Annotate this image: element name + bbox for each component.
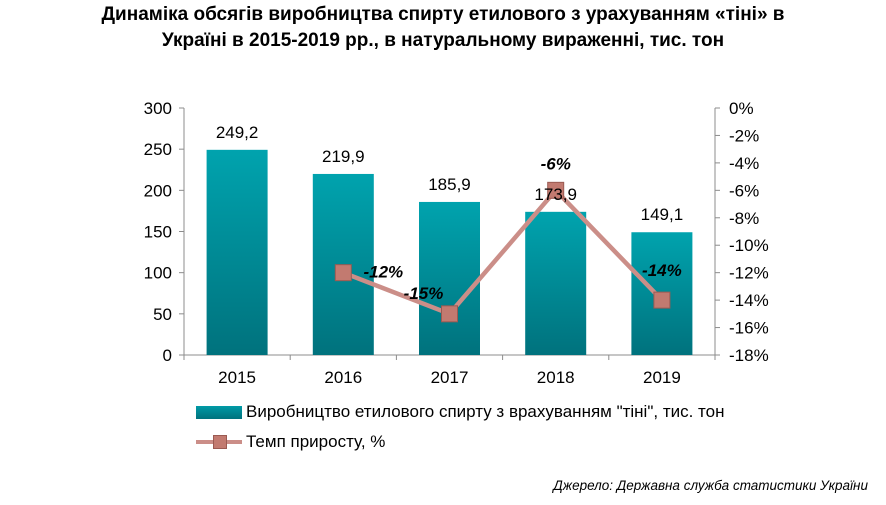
legend-item-bars: Виробництво етилового спирту з врахуванн… bbox=[196, 402, 724, 422]
legend-swatch-line bbox=[196, 435, 242, 449]
x-tick-label: 2017 bbox=[431, 368, 469, 387]
growth-rate-line bbox=[342, 188, 664, 317]
chart-title: Динаміка обсягів виробництва спирту етил… bbox=[101, 4, 785, 51]
bar-data-label: 185,9 bbox=[428, 175, 471, 194]
x-tick-label: 2018 bbox=[537, 368, 575, 387]
bar bbox=[525, 211, 587, 355]
bar-data-label: 249,2 bbox=[216, 123, 259, 142]
x-tick-label: 2016 bbox=[324, 368, 362, 387]
y-tick-label-right: -6% bbox=[729, 181, 759, 200]
chart: 300 250 200 150 100 50 0 0% -2% -4% -6% -8% -10% -12%… bbox=[144, 99, 769, 387]
y-tick-label-right: -10% bbox=[729, 236, 769, 255]
y-tick-label-left: 300 bbox=[144, 99, 172, 118]
y-tick-label-right: -8% bbox=[729, 209, 759, 228]
growth-rate-data-label: -15% bbox=[404, 284, 444, 303]
y-tick-label-left: 200 bbox=[144, 181, 172, 200]
x-tick-label: 2015 bbox=[218, 368, 256, 387]
bar bbox=[419, 201, 480, 355]
y-tick-label-right: -4% bbox=[729, 154, 759, 173]
source-note: Джерело: Державна служба статистики Укра… bbox=[553, 478, 868, 493]
y-tick-label-left: 100 bbox=[144, 264, 172, 283]
legend-item-line: Темп приросту, % bbox=[196, 432, 385, 452]
y-tick-label-left: 250 bbox=[144, 140, 172, 159]
y-tick-label-right: -12% bbox=[729, 264, 769, 283]
bar-data-label: 219,9 bbox=[322, 147, 365, 166]
y-tick-label-right: -18% bbox=[729, 346, 769, 365]
y-tick-label-right: 0% bbox=[729, 99, 754, 118]
bar-data-label: 173,9 bbox=[534, 185, 577, 204]
growth-rate-marker bbox=[441, 305, 458, 323]
y-tick-label-left: 150 bbox=[144, 223, 172, 242]
growth-rate-marker bbox=[334, 264, 352, 282]
y-tick-label-right: -16% bbox=[729, 319, 769, 338]
growth-rate-data-label: -6% bbox=[541, 154, 571, 173]
bar bbox=[206, 149, 268, 355]
bar-data-label: 149,1 bbox=[641, 205, 684, 224]
legend-label-bars: Виробництво етилового спирту з врахуванн… bbox=[246, 402, 725, 421]
y-tick-label-right: -2% bbox=[729, 126, 759, 145]
x-tick-label: 2019 bbox=[643, 368, 681, 387]
y-tick-label-left: 0 bbox=[163, 346, 172, 365]
growth-rate-data-label: -14% bbox=[642, 261, 682, 280]
y-tick-label-right: -14% bbox=[729, 291, 769, 310]
growth-rate-data-label: -12% bbox=[363, 263, 403, 282]
legend-swatch-bar bbox=[196, 405, 242, 419]
y-tick-label-left: 50 bbox=[153, 305, 172, 324]
growth-rate-marker bbox=[653, 291, 671, 309]
growth-rate-marker bbox=[547, 181, 565, 199]
legend-label-line: Темп приросту, % bbox=[246, 432, 386, 451]
